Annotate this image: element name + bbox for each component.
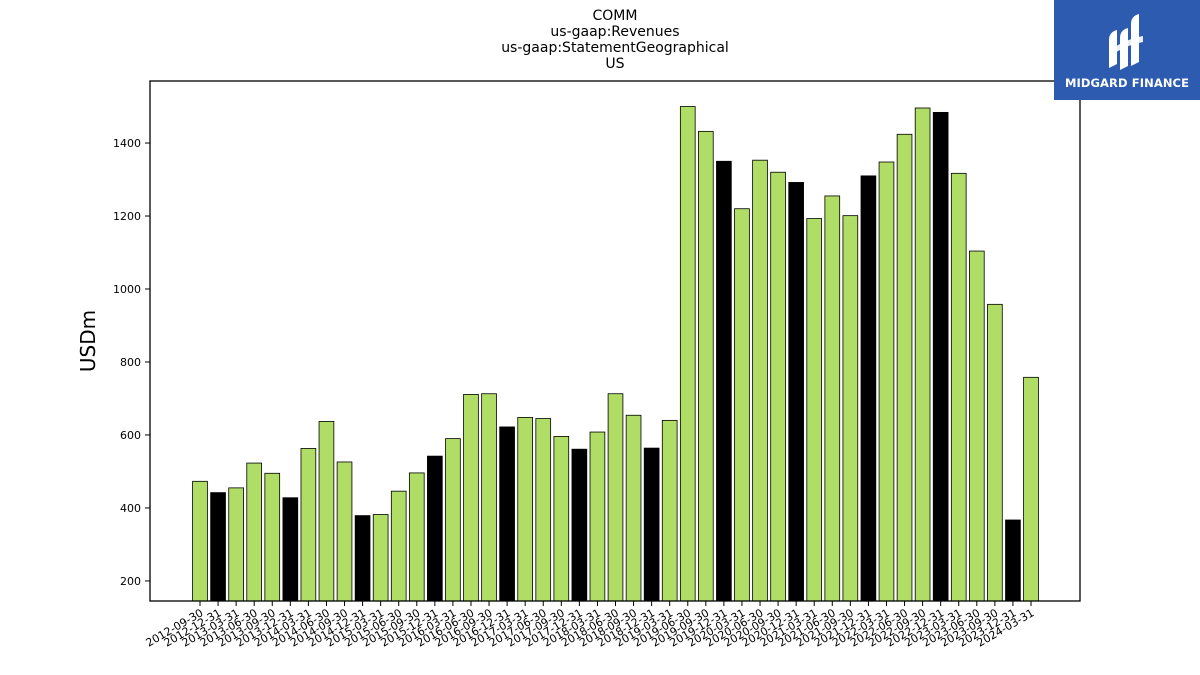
bar-2020-12-31	[788, 182, 804, 602]
bar-2014-06-30	[318, 421, 335, 602]
y-tick-label: 600	[120, 429, 141, 442]
bar-2014-09-30	[336, 461, 353, 602]
y-tick-label: 1200	[113, 210, 141, 223]
bar-2023-09-30	[987, 303, 1003, 602]
bar-2018-03-31	[589, 431, 606, 602]
bar-2021-09-30	[842, 215, 859, 602]
bar-2012-12-31	[210, 492, 226, 602]
y-tick-label: 400	[120, 502, 141, 515]
bar-2019-12-31	[716, 160, 732, 602]
bar-2015-12-31	[427, 455, 443, 602]
bar-2017-12-31	[571, 448, 588, 602]
bar-2022-09-30	[914, 107, 931, 602]
bar-2023-12-31	[1005, 519, 1021, 602]
bar-2021-12-31	[860, 175, 877, 602]
bar-2013-09-30	[264, 472, 281, 602]
chart-title: COMM us-gaap:Revenues us-gaap:StatementG…	[501, 8, 729, 72]
bar-2017-09-30	[553, 436, 570, 602]
y-tick-label: 1000	[113, 283, 141, 296]
bar-2013-03-31	[228, 487, 244, 602]
midgard-finance-logo: MIDGARD FINANCE	[1054, 0, 1200, 100]
bar-2018-06-30	[607, 393, 624, 602]
bar-2020-06-30	[752, 159, 768, 602]
title-line-metric: us-gaap:Revenues	[550, 24, 679, 40]
bar-2015-06-30	[390, 490, 407, 602]
x-axis: 2012-09-302012-12-312013-03-312013-06-30…	[144, 601, 1037, 650]
bar-2016-12-31	[499, 426, 515, 602]
bar-2017-03-31	[517, 417, 533, 602]
bar-2019-03-31	[661, 419, 678, 602]
bar-2016-09-30	[481, 393, 497, 602]
bar-2014-12-31	[354, 515, 371, 602]
bar-2019-09-30	[698, 130, 714, 602]
bar-2015-09-30	[408, 472, 425, 602]
bar-2023-06-30	[968, 250, 985, 602]
bar-2022-03-31	[878, 161, 895, 602]
bar-2020-03-31	[734, 208, 750, 602]
midgard-logo-icon	[1109, 14, 1143, 70]
bar-2013-12-31	[282, 497, 299, 602]
bar-2018-12-31	[643, 447, 660, 602]
y-tick-label: 1400	[113, 137, 141, 150]
bar-2022-12-31	[932, 111, 949, 602]
y-axis: 200 400 600 800 1000 1200 1400	[113, 137, 150, 588]
bar-2022-06-30	[896, 133, 913, 602]
bar-2016-06-30	[463, 394, 479, 602]
bar-2024-03-31	[1023, 376, 1039, 602]
bar-2019-06-30	[679, 106, 696, 602]
bar-2021-06-30	[824, 195, 841, 602]
y-axis-label: USDm	[76, 310, 100, 372]
bars-group	[192, 106, 1039, 602]
title-line-company: COMM	[593, 8, 638, 24]
bar-2014-03-31	[300, 448, 317, 602]
title-line-statement: us-gaap:StatementGeographical	[501, 40, 729, 56]
bar-2020-09-30	[770, 171, 786, 602]
y-tick-label: 800	[120, 356, 141, 369]
bar-2013-06-30	[246, 462, 263, 602]
y-tick-label: 200	[120, 575, 141, 588]
bar-2012-09-30	[192, 480, 208, 602]
plot-frame	[149, 80, 1081, 602]
brand-name: MIDGARD FINANCE	[1064, 76, 1190, 90]
bar-2015-03-31	[372, 514, 389, 602]
bar-2017-06-30	[535, 418, 552, 602]
bar-2016-03-31	[445, 438, 461, 602]
bar-2023-03-31	[950, 172, 967, 602]
bar-2021-03-31	[806, 218, 823, 602]
title-line-segment: US	[605, 56, 624, 72]
bar-2018-09-30	[625, 414, 642, 602]
